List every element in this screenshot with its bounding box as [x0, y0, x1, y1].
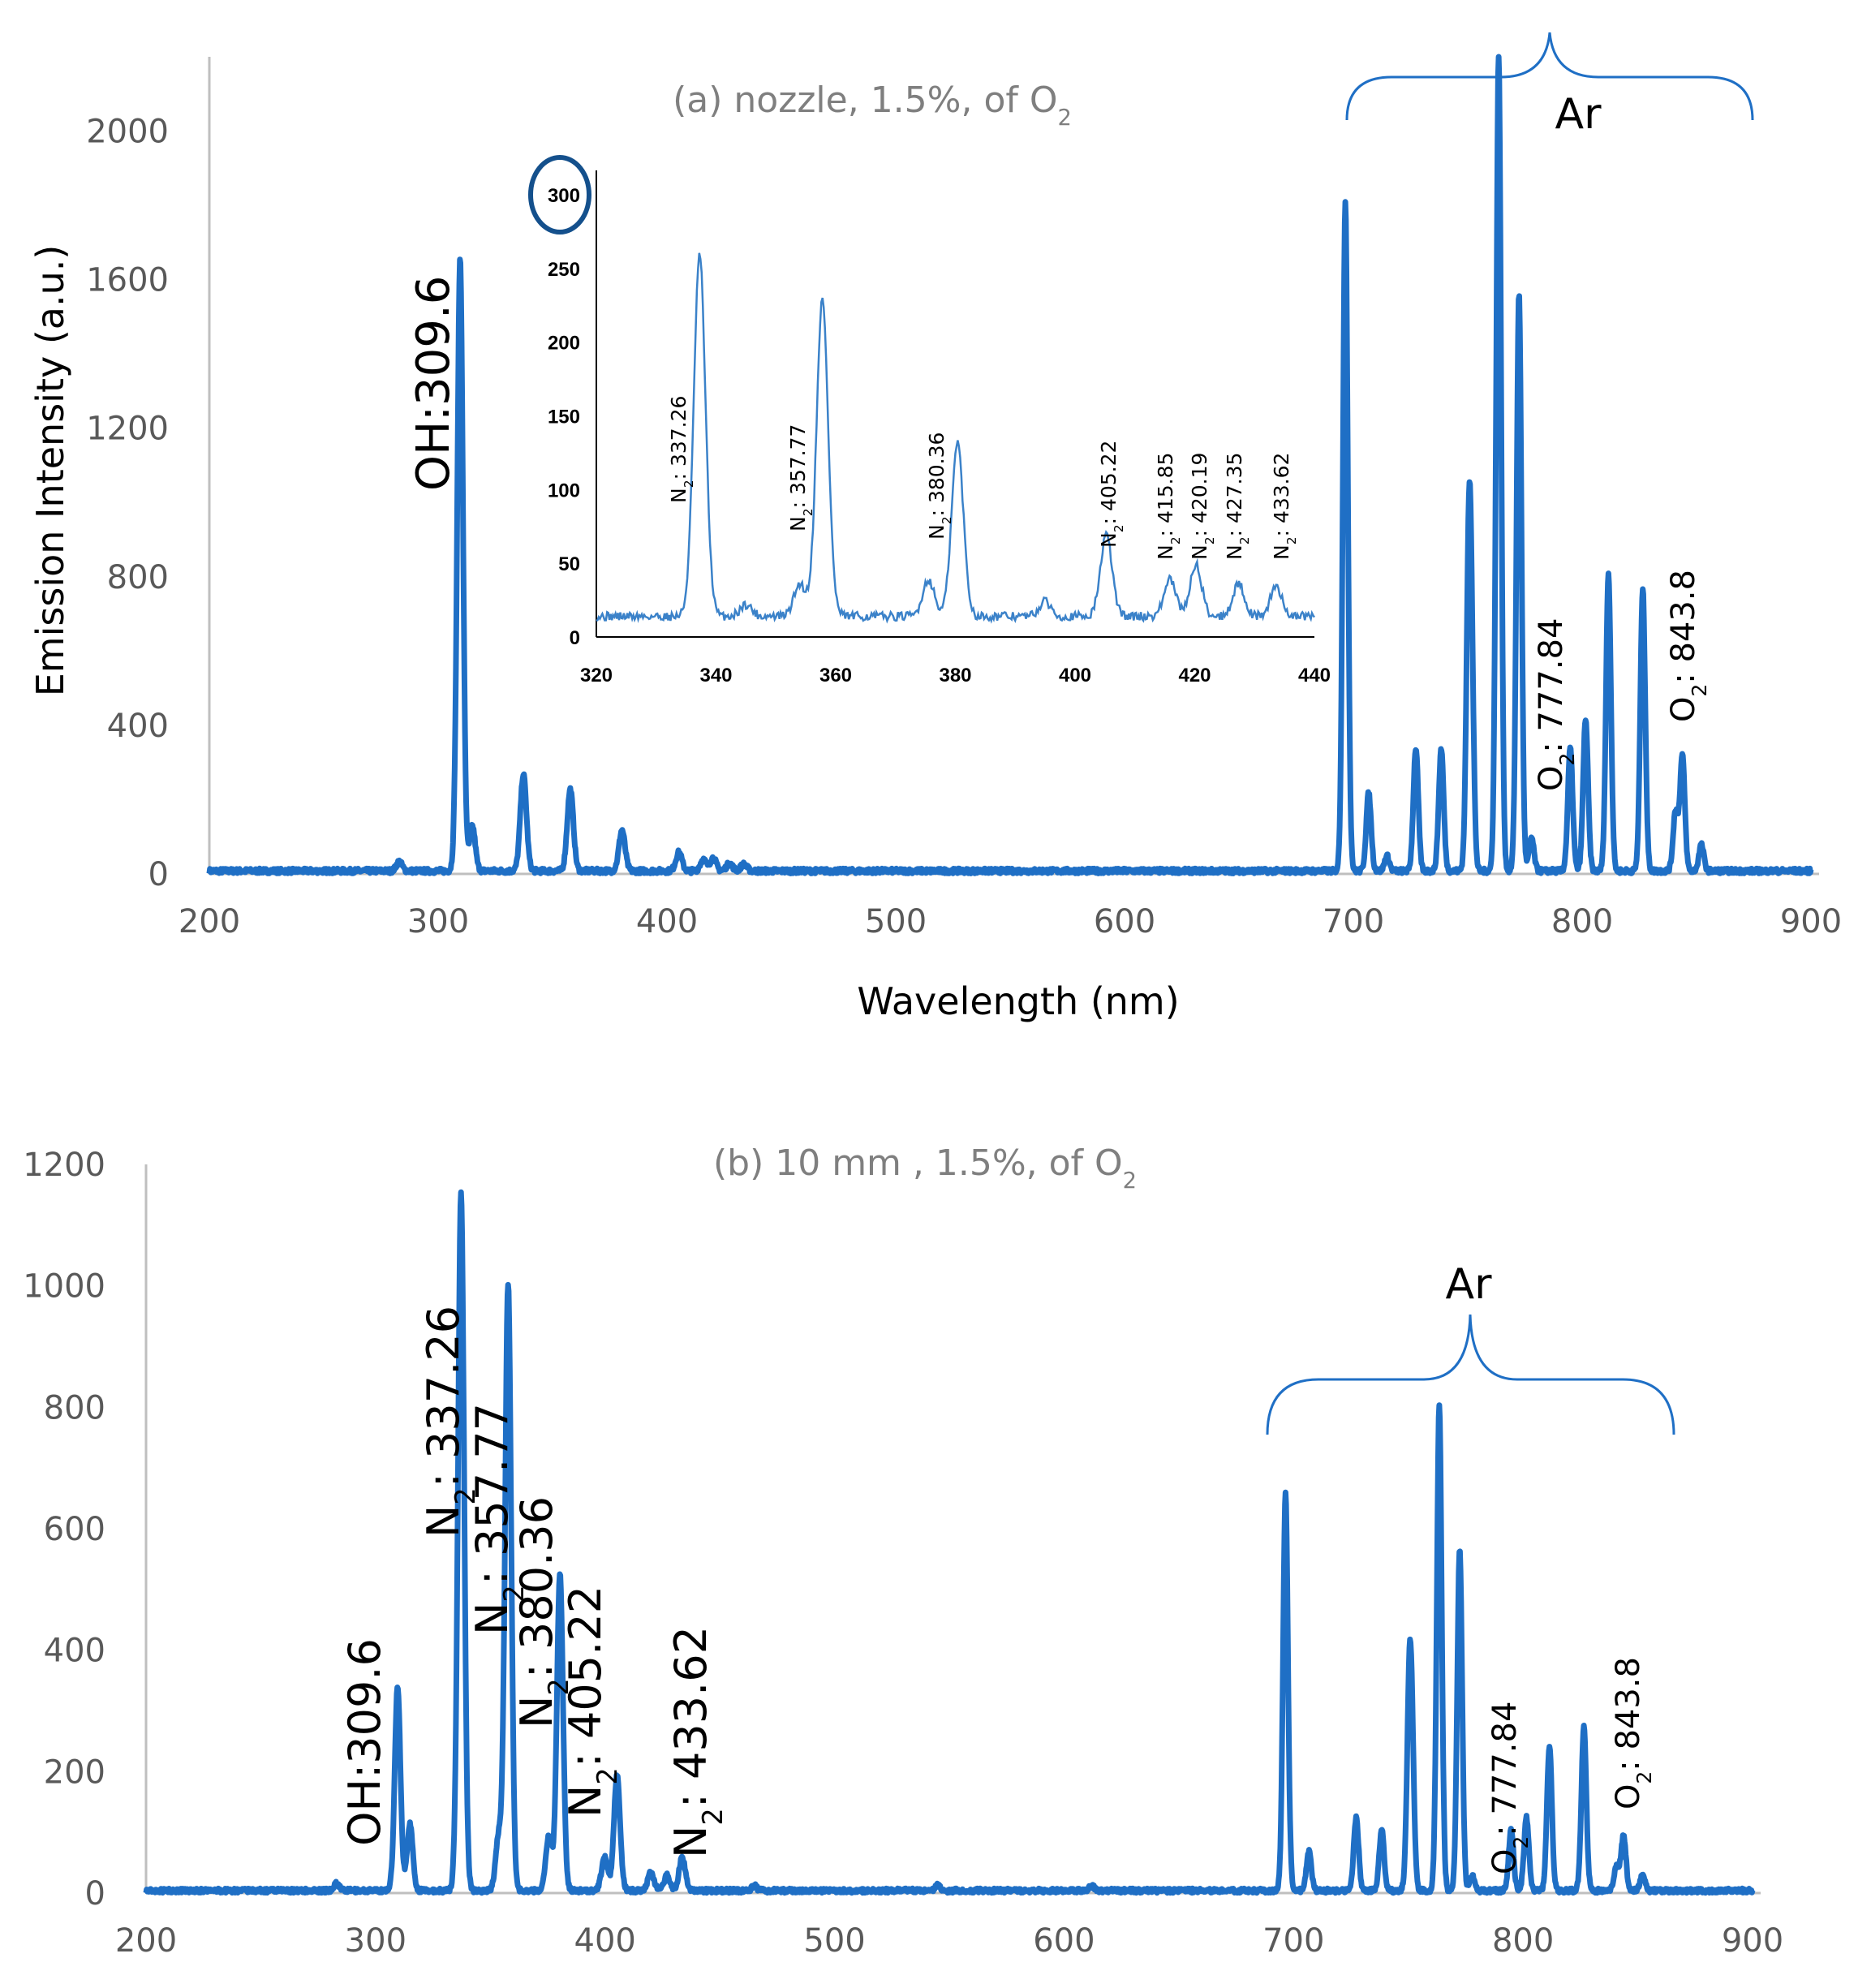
peak-label: N2: 380.36 [511, 1496, 574, 1728]
peak-label: N2: 405.22 [560, 1586, 623, 1818]
x-tick-label: 700 [1262, 1922, 1324, 1960]
x-tick-label: 200 [178, 903, 240, 940]
inset-x-tick-label: 360 [819, 665, 852, 686]
y-axis-title: Emission Intensity (a.u.) [28, 245, 72, 697]
x-axis-title: Wavelength (nm) [857, 979, 1179, 1023]
y-tick-label: 1000 [23, 1268, 105, 1306]
inset-y-tick-label: 300 [548, 185, 580, 207]
inset-x-tick-label: 400 [1059, 665, 1091, 686]
peak-label-o2-843: O2: 843.8 [1665, 570, 1711, 722]
series-line [143, 1189, 1756, 1896]
inset-chart: 0 50 100 150 200 250 300 320 340 360 380 400 420 440 N… [528, 155, 1331, 686]
chart-title: (b) 10 mm , 1.5%, of O2 [713, 1142, 1137, 1194]
highlight-circle [528, 155, 591, 235]
y-tick-label: 800 [107, 559, 169, 596]
chart-title: (a) nozzle, 1.5%, of O2 [673, 80, 1072, 131]
y-tick-label: 0 [85, 1875, 105, 1913]
y-tick-label: 400 [44, 1633, 105, 1670]
x-tick-label: 400 [636, 903, 698, 940]
peak-label: O2: 843.8 [1610, 1657, 1656, 1809]
inset-x-tick-label: 420 [1178, 665, 1211, 686]
inset-peak-label: N2: 405.22 [1097, 441, 1126, 548]
series-line [206, 54, 1814, 876]
x-tick-label: 900 [1722, 1922, 1783, 1960]
peak-label: OH:309.6 [339, 1638, 390, 1846]
inset-peak-label: N2: 415.85 [1154, 453, 1183, 560]
peak-label-o2-777: O2: 777.84 [1533, 618, 1579, 791]
ar-bracket [1266, 1314, 1675, 1435]
inset-x-tick-label: 440 [1298, 665, 1331, 686]
y-tick-label: 800 [44, 1389, 105, 1426]
y-tick-label: 1600 [86, 262, 169, 299]
y-tick-label: 1200 [86, 411, 169, 448]
x-tick-label: 800 [1492, 1922, 1554, 1960]
inset-x-tick-label: 340 [699, 665, 732, 686]
x-tick-label: 700 [1323, 903, 1384, 940]
y-tick-label: 0 [148, 856, 169, 893]
peak-label: N2: 433.62 [665, 1626, 729, 1858]
inset-peak-label: N2: 433.62 [1270, 453, 1299, 560]
inset-series-line [596, 252, 1315, 624]
peak-label: N2: 357.77 [467, 1403, 530, 1635]
peak-label: N2: 337.26 [418, 1306, 481, 1538]
ar-label: Ar [1555, 90, 1602, 139]
inset-y-tick-label: 0 [570, 627, 580, 649]
x-tick-label: 600 [1094, 903, 1155, 940]
x-tick-label: 400 [574, 1922, 636, 1960]
inset-y-tick-label: 150 [548, 407, 580, 428]
y-tick-label: 400 [107, 708, 169, 745]
x-tick-label: 900 [1780, 903, 1842, 940]
panel-b: 0 200 400 600 800 1000 1200 200 300 400 500 600 700 8… [23, 1142, 1783, 1960]
inset-x-tick-label: 380 [939, 665, 971, 686]
inset-y-tick-label: 50 [558, 553, 580, 575]
x-tick-label: 600 [1033, 1922, 1095, 1960]
y-tick-label: 2000 [86, 114, 169, 151]
inset-x-tick-label: 320 [580, 665, 613, 686]
inset-y-tick-label: 100 [548, 480, 580, 501]
x-tick-label: 800 [1551, 903, 1613, 940]
y-tick-label: 200 [44, 1753, 105, 1791]
inset-y-tick-label: 250 [548, 259, 580, 281]
ar-label: Ar [1446, 1260, 1493, 1309]
inset-peak-label: N2: 427.35 [1223, 453, 1252, 560]
y-tick-label: 1200 [23, 1147, 105, 1184]
x-tick-label: 200 [115, 1922, 177, 1960]
ar-bracket [1345, 32, 1754, 121]
x-tick-label: 500 [865, 903, 927, 940]
inset-peak-label: N2: 337.26 [667, 396, 696, 503]
inset-peak-label: N2: 380.36 [925, 432, 954, 540]
inset-y-tick-label: 200 [548, 333, 580, 355]
peak-label-oh: OH:309.6 [407, 276, 460, 491]
inset-peak-label: N2: 420.19 [1188, 453, 1217, 560]
peak-label: O2: 777.84 [1486, 1702, 1533, 1874]
inset-peak-label: N2: 357.77 [786, 424, 815, 531]
x-tick-label: 500 [803, 1922, 865, 1960]
x-tick-label: 300 [407, 903, 469, 940]
x-tick-label: 300 [345, 1922, 406, 1960]
y-tick-label: 600 [44, 1511, 105, 1548]
